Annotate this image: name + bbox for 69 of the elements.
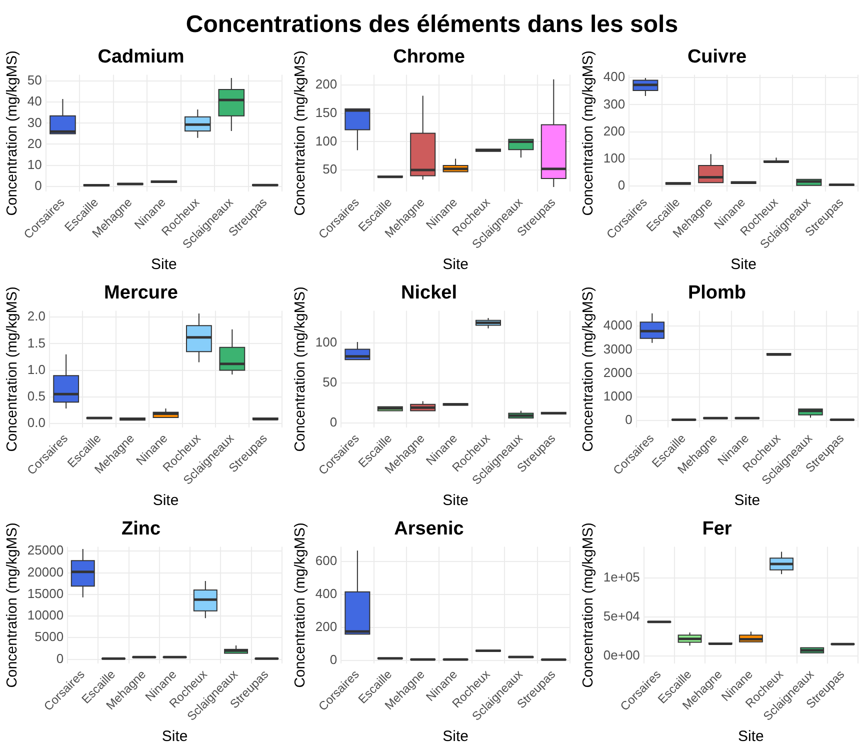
y-tick-label: 600 — [315, 553, 338, 568]
y-tick-label: 0 — [625, 412, 632, 428]
y-tick-label: 2.0 — [27, 308, 46, 324]
y-tick-label: 400 — [315, 586, 338, 602]
y-axis-title: Concentration (mg/kgMS) — [580, 286, 597, 452]
y-tick-label: 20 — [27, 136, 42, 151]
y-tick-label: 100 — [315, 133, 338, 148]
y-axis-title: Concentration (mg/kgMS) — [580, 50, 597, 216]
y-tick-label: 30 — [27, 114, 42, 130]
y-tick-label: 5000 — [34, 629, 64, 644]
x-axis-title: Site — [442, 256, 468, 274]
chart-title: Zinc — [121, 518, 161, 540]
chart-title: Plomb — [688, 282, 746, 304]
chart-title: Cadmium — [98, 46, 184, 68]
y-tick-label: 25000 — [27, 542, 64, 558]
y-tick-label: 1000 — [603, 388, 632, 404]
y-tick-label: 20000 — [27, 564, 64, 580]
x-axis-title: Site — [442, 728, 468, 746]
y-tick-label: 0.0 — [27, 414, 46, 430]
x-axis-title: Site — [152, 492, 179, 510]
y-tick-label: 10 — [27, 156, 42, 172]
y-tick-label: 5e+04 — [603, 608, 640, 624]
y-axis-title: Concentration (mg/kgMS) — [292, 522, 309, 688]
y-tick-label: 50 — [322, 374, 338, 390]
x-axis-title: Site — [738, 728, 764, 746]
y-tick-label: 2000 — [603, 364, 632, 380]
y-tick-label: 0 — [330, 652, 338, 667]
y-tick-label: 0.5 — [27, 388, 46, 404]
y-tick-label: 15000 — [27, 586, 64, 601]
y-tick-label: 4000 — [603, 318, 632, 333]
y-tick-label: 40 — [27, 94, 42, 109]
y-axis-title: Concentration (mg/kgMS) — [4, 50, 21, 216]
x-axis-title: Site — [734, 492, 760, 510]
y-tick-label: 150 — [315, 104, 338, 120]
y-tick-label: 0 — [330, 414, 338, 430]
y-tick-label: 0 — [618, 178, 626, 193]
x-axis-title: Site — [162, 728, 188, 746]
chart-title: Nickel — [401, 282, 457, 304]
y-axis-title: Concentration (mg/kgMS) — [4, 286, 21, 452]
y-tick-label: 3000 — [603, 341, 632, 356]
y-tick-label: 10000 — [27, 608, 64, 623]
x-axis-title: Site — [442, 492, 468, 510]
y-tick-label: 1.0 — [27, 362, 46, 377]
y-tick-label: 100 — [315, 334, 338, 350]
y-tick-label: 200 — [603, 123, 626, 138]
x-axis-title: Site — [730, 256, 756, 274]
y-axis-title: Concentration (mg/kgMS) — [292, 286, 309, 452]
y-tick-label: 300 — [603, 96, 626, 112]
y-tick-label: 0 — [34, 178, 42, 193]
y-tick-label: 400 — [603, 69, 626, 84]
y-axis-title: Concentration (mg/kgMS) — [292, 50, 309, 216]
y-tick-label: 100 — [603, 150, 626, 166]
y-tick-label: 0 — [56, 650, 64, 666]
chart-title: Chrome — [393, 46, 465, 68]
y-tick-label: 50 — [27, 72, 42, 88]
y-axis-title: Concentration (mg/kgMS) — [4, 522, 21, 688]
chart-title: Arsenic — [394, 518, 464, 540]
text: Concentrations des éléments dans les sols — [186, 11, 678, 38]
y-tick-label: 0e+00 — [603, 647, 640, 662]
y-axis-title: Concentration (mg/kgMS) — [580, 522, 597, 688]
y-tick-label: 1.5 — [27, 335, 46, 350]
x-axis-title: Site — [151, 256, 177, 274]
y-tick-label: 1e+05 — [603, 570, 640, 585]
chart-title: Cuivre — [687, 46, 747, 68]
y-tick-label: 200 — [315, 618, 338, 634]
chart-title: Fer — [702, 518, 732, 540]
y-tick-label: 200 — [315, 76, 338, 92]
y-tick-label: 50 — [322, 162, 338, 177]
chart-title: Mercure — [104, 282, 178, 304]
